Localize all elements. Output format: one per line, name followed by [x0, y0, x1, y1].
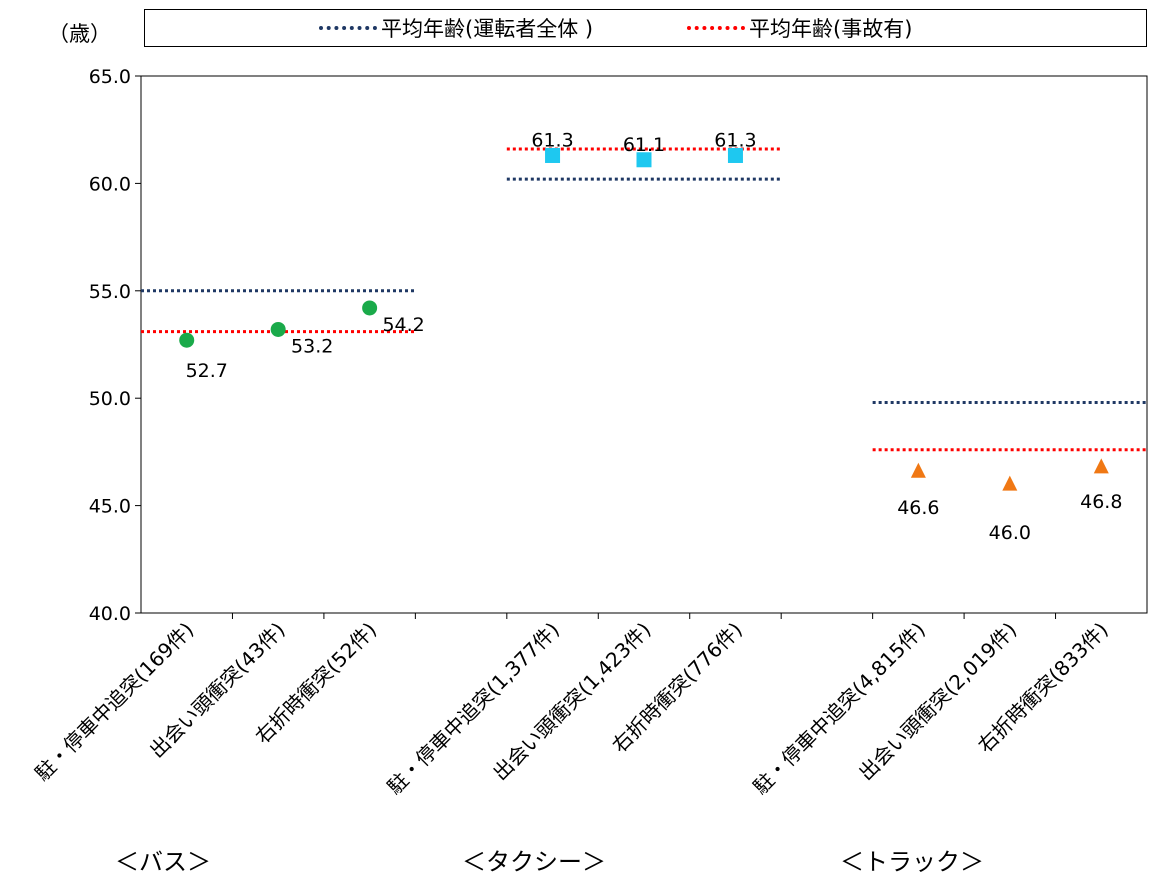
data-label: 61.3 [714, 129, 756, 151]
category-label: 駐・停車中追突(4,815件) [748, 618, 930, 800]
data-point [911, 463, 926, 478]
y-tick-label: 65.0 [89, 66, 131, 88]
data-label: 46.0 [989, 522, 1031, 544]
data-label: 61.1 [623, 134, 665, 156]
y-axis-unit-label: （歳） [48, 18, 111, 48]
data-point [362, 300, 377, 315]
group-label-truck: ＜トラック＞ [840, 842, 984, 877]
data-label: 54.2 [382, 314, 424, 336]
data-label: 61.3 [531, 129, 573, 151]
legend-swatch-accident [687, 26, 745, 30]
category-label: 出会い頭衝突(2,019件) [854, 618, 1021, 785]
legend-item-accident: 平均年齢(事故有) [687, 16, 912, 40]
legend-swatch-all-drivers [319, 26, 377, 30]
legend-label-all-drivers: 平均年齢(運転者全体 ) [381, 13, 593, 43]
group-label-taxi: ＜タクシー＞ [462, 842, 606, 877]
y-tick-label: 50.0 [89, 388, 131, 410]
y-tick-label: 60.0 [89, 173, 131, 195]
y-tick-label: 40.0 [89, 603, 131, 625]
y-tick-label: 45.0 [89, 496, 131, 518]
legend: 平均年齢(運転者全体 ) 平均年齢(事故有) [144, 9, 1147, 47]
data-label: 46.6 [897, 497, 939, 519]
category-label: 出会い頭衝突(1,423件) [488, 618, 655, 785]
legend-item-all-drivers: 平均年齢(運転者全体 ) [319, 16, 593, 40]
category-label: 駐・停車中追突(169件) [30, 618, 198, 786]
data-point [1094, 458, 1109, 473]
data-point [271, 322, 286, 337]
data-point [1002, 476, 1017, 491]
data-label: 46.8 [1080, 491, 1122, 513]
data-point [179, 333, 194, 348]
group-label-bus: ＜バス＞ [115, 842, 211, 877]
legend-label-accident: 平均年齢(事故有) [749, 13, 912, 43]
data-label: 53.2 [291, 335, 333, 357]
category-label: 駐・停車中追突(1,377件) [382, 618, 564, 800]
y-tick-label: 55.0 [89, 281, 131, 303]
data-label: 52.7 [186, 360, 228, 382]
